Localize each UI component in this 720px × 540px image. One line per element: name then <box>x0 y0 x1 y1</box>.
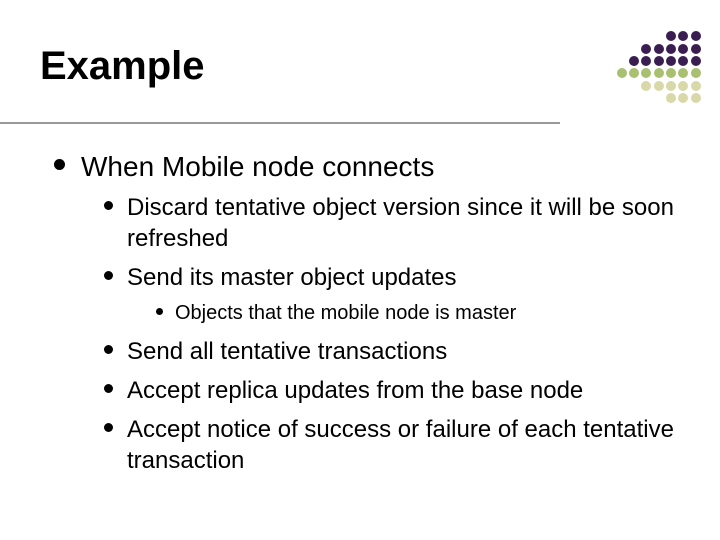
bullet-text: Send all tentative transactions <box>127 336 447 367</box>
decor-row <box>615 42 702 54</box>
decor-dot-icon <box>654 56 664 66</box>
decor-dot-icon <box>629 56 639 66</box>
bullet-text: Accept replica updates from the base nod… <box>127 375 583 406</box>
bullet-l2: Send its master object updates <box>104 262 680 293</box>
bullet-text: When Mobile node connects <box>81 149 434 184</box>
bullet-l3: Objects that the mobile node is master <box>156 300 680 326</box>
decor-dot-icon <box>629 68 639 78</box>
bullet-marker-icon <box>54 159 65 170</box>
decor-row <box>615 30 702 42</box>
decor-dot-icon <box>691 56 701 66</box>
bullet-text: Accept notice of success or failure of e… <box>127 414 680 476</box>
decor-dot-icon <box>641 44 651 54</box>
decor-dot-icon <box>666 93 676 103</box>
decor-dot-icon <box>678 56 688 66</box>
decor-row <box>615 55 702 67</box>
bullet-text: Send its master object updates <box>127 262 457 293</box>
decor-dot-icon <box>678 31 688 41</box>
decor-dot-icon <box>617 68 627 78</box>
bullet-l1: When Mobile node connects <box>54 149 680 184</box>
slide-title: Example <box>40 44 680 89</box>
decor-dot-icon <box>641 56 651 66</box>
decor-dot-icon <box>666 68 676 78</box>
bullet-marker-icon <box>156 308 163 315</box>
decor-row <box>615 92 702 104</box>
bullet-marker-icon <box>104 384 113 393</box>
decor-dot-icon <box>691 31 701 41</box>
bullet-marker-icon <box>104 271 113 280</box>
decor-row <box>615 80 702 92</box>
decor-dot-icon <box>691 68 701 78</box>
decor-dot-icon <box>654 44 664 54</box>
decor-dot-icon <box>691 81 701 91</box>
slide-content: When Mobile node connects Discard tentat… <box>40 149 680 476</box>
decor-dot-icon <box>666 44 676 54</box>
bullet-marker-icon <box>104 345 113 354</box>
bullet-l2: Accept replica updates from the base nod… <box>104 375 680 406</box>
bullet-l2: Send all tentative transactions <box>104 336 680 367</box>
bullet-marker-icon <box>104 423 113 432</box>
decor-dot-icon <box>691 93 701 103</box>
bullet-text: Discard tentative object version since i… <box>127 192 680 254</box>
slide: Example When Mobile node connects Discar… <box>0 0 720 540</box>
bullet-text: Objects that the mobile node is master <box>175 300 516 326</box>
decor-dot-icon <box>641 68 651 78</box>
corner-decoration <box>615 30 702 104</box>
decor-dot-icon <box>678 81 688 91</box>
decor-dot-icon <box>691 44 701 54</box>
bullet-l2: Accept notice of success or failure of e… <box>104 414 680 476</box>
decor-row <box>615 67 702 79</box>
decor-dot-icon <box>654 81 664 91</box>
decor-dot-icon <box>654 68 664 78</box>
decor-dot-icon <box>678 68 688 78</box>
decor-dot-icon <box>666 81 676 91</box>
bullet-marker-icon <box>104 201 113 210</box>
decor-dot-icon <box>641 81 651 91</box>
decor-dot-icon <box>678 93 688 103</box>
decor-dot-icon <box>678 44 688 54</box>
decor-dot-icon <box>666 31 676 41</box>
title-underline <box>0 122 560 124</box>
bullet-l2: Discard tentative object version since i… <box>104 192 680 254</box>
decor-dot-icon <box>666 56 676 66</box>
